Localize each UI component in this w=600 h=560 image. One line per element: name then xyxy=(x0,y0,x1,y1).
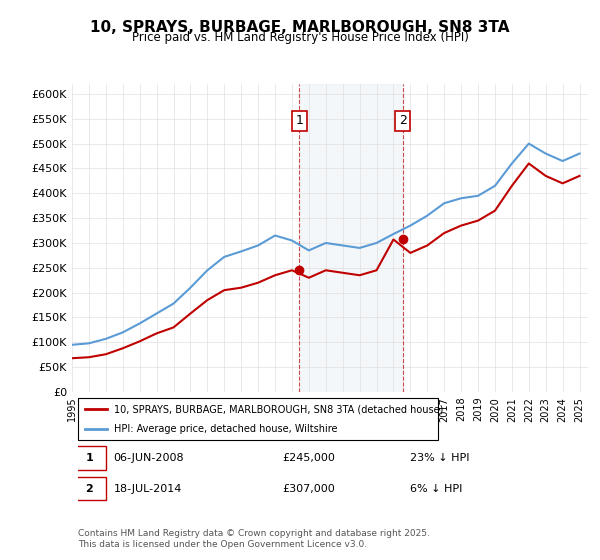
Text: 18-JUL-2014: 18-JUL-2014 xyxy=(114,484,182,493)
FancyBboxPatch shape xyxy=(73,446,106,469)
Bar xyxy=(299,84,403,392)
FancyBboxPatch shape xyxy=(73,477,106,500)
FancyBboxPatch shape xyxy=(78,398,438,440)
Text: Contains HM Land Registry data © Crown copyright and database right 2025.
This d: Contains HM Land Registry data © Crown c… xyxy=(78,529,430,549)
Text: 06-JUN-2008: 06-JUN-2008 xyxy=(114,453,184,463)
Text: £307,000: £307,000 xyxy=(282,484,335,493)
Text: 23% ↓ HPI: 23% ↓ HPI xyxy=(409,453,469,463)
Text: 10, SPRAYS, BURBAGE, MARLBOROUGH, SN8 3TA (detached house): 10, SPRAYS, BURBAGE, MARLBOROUGH, SN8 3T… xyxy=(114,404,443,414)
Text: Price paid vs. HM Land Registry's House Price Index (HPI): Price paid vs. HM Land Registry's House … xyxy=(131,31,469,44)
Text: 6% ↓ HPI: 6% ↓ HPI xyxy=(409,484,462,493)
Text: 10, SPRAYS, BURBAGE, MARLBOROUGH, SN8 3TA: 10, SPRAYS, BURBAGE, MARLBOROUGH, SN8 3T… xyxy=(90,20,510,35)
Text: HPI: Average price, detached house, Wiltshire: HPI: Average price, detached house, Wilt… xyxy=(114,424,337,434)
Text: 1: 1 xyxy=(295,114,303,128)
Text: 2: 2 xyxy=(398,114,407,128)
Text: 1: 1 xyxy=(85,453,93,463)
Text: £245,000: £245,000 xyxy=(282,453,335,463)
Text: 2: 2 xyxy=(85,484,93,493)
